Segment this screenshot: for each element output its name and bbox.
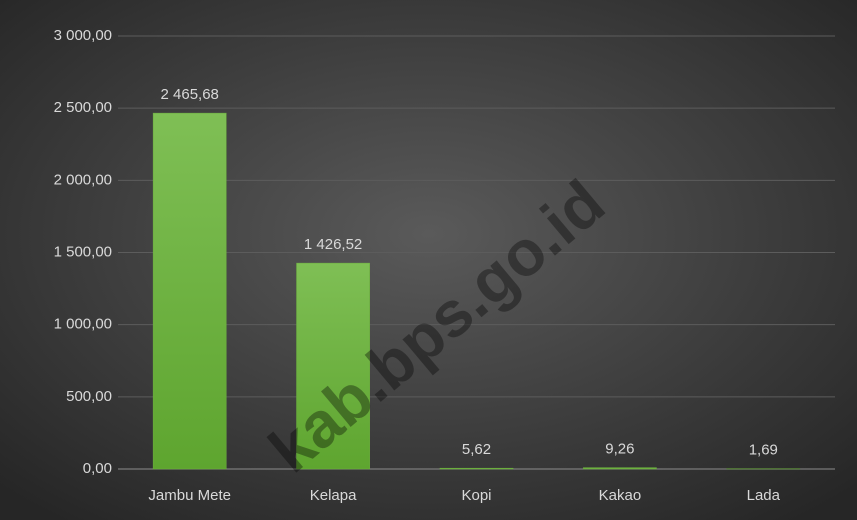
x-tick-label: Kakao — [599, 487, 642, 504]
data-label: 9,26 — [605, 441, 634, 458]
x-tick-label: Lada — [747, 487, 781, 504]
x-tick-label: Jambu Mete — [148, 487, 231, 504]
data-label: 5,62 — [462, 441, 491, 458]
y-tick-label: 1 500,00 — [54, 243, 112, 260]
data-label: 1 426,52 — [304, 236, 362, 253]
x-tick-label: Kopi — [461, 487, 491, 504]
y-tick-label: 500,00 — [66, 388, 112, 405]
bar — [152, 112, 227, 470]
data-label: 2 465,68 — [161, 86, 219, 103]
y-tick-label: 3 000,00 — [54, 27, 112, 44]
y-tick-label: 2 000,00 — [54, 171, 112, 188]
bar — [296, 262, 370, 470]
bar — [439, 467, 514, 470]
y-tick-label: 1 000,00 — [54, 316, 112, 333]
bar — [583, 467, 657, 470]
data-label: 1,69 — [749, 442, 778, 459]
y-tick-label: 2 500,00 — [54, 99, 112, 116]
x-tick-label: Kelapa — [310, 487, 357, 504]
y-tick-label: 0,00 — [83, 460, 112, 477]
